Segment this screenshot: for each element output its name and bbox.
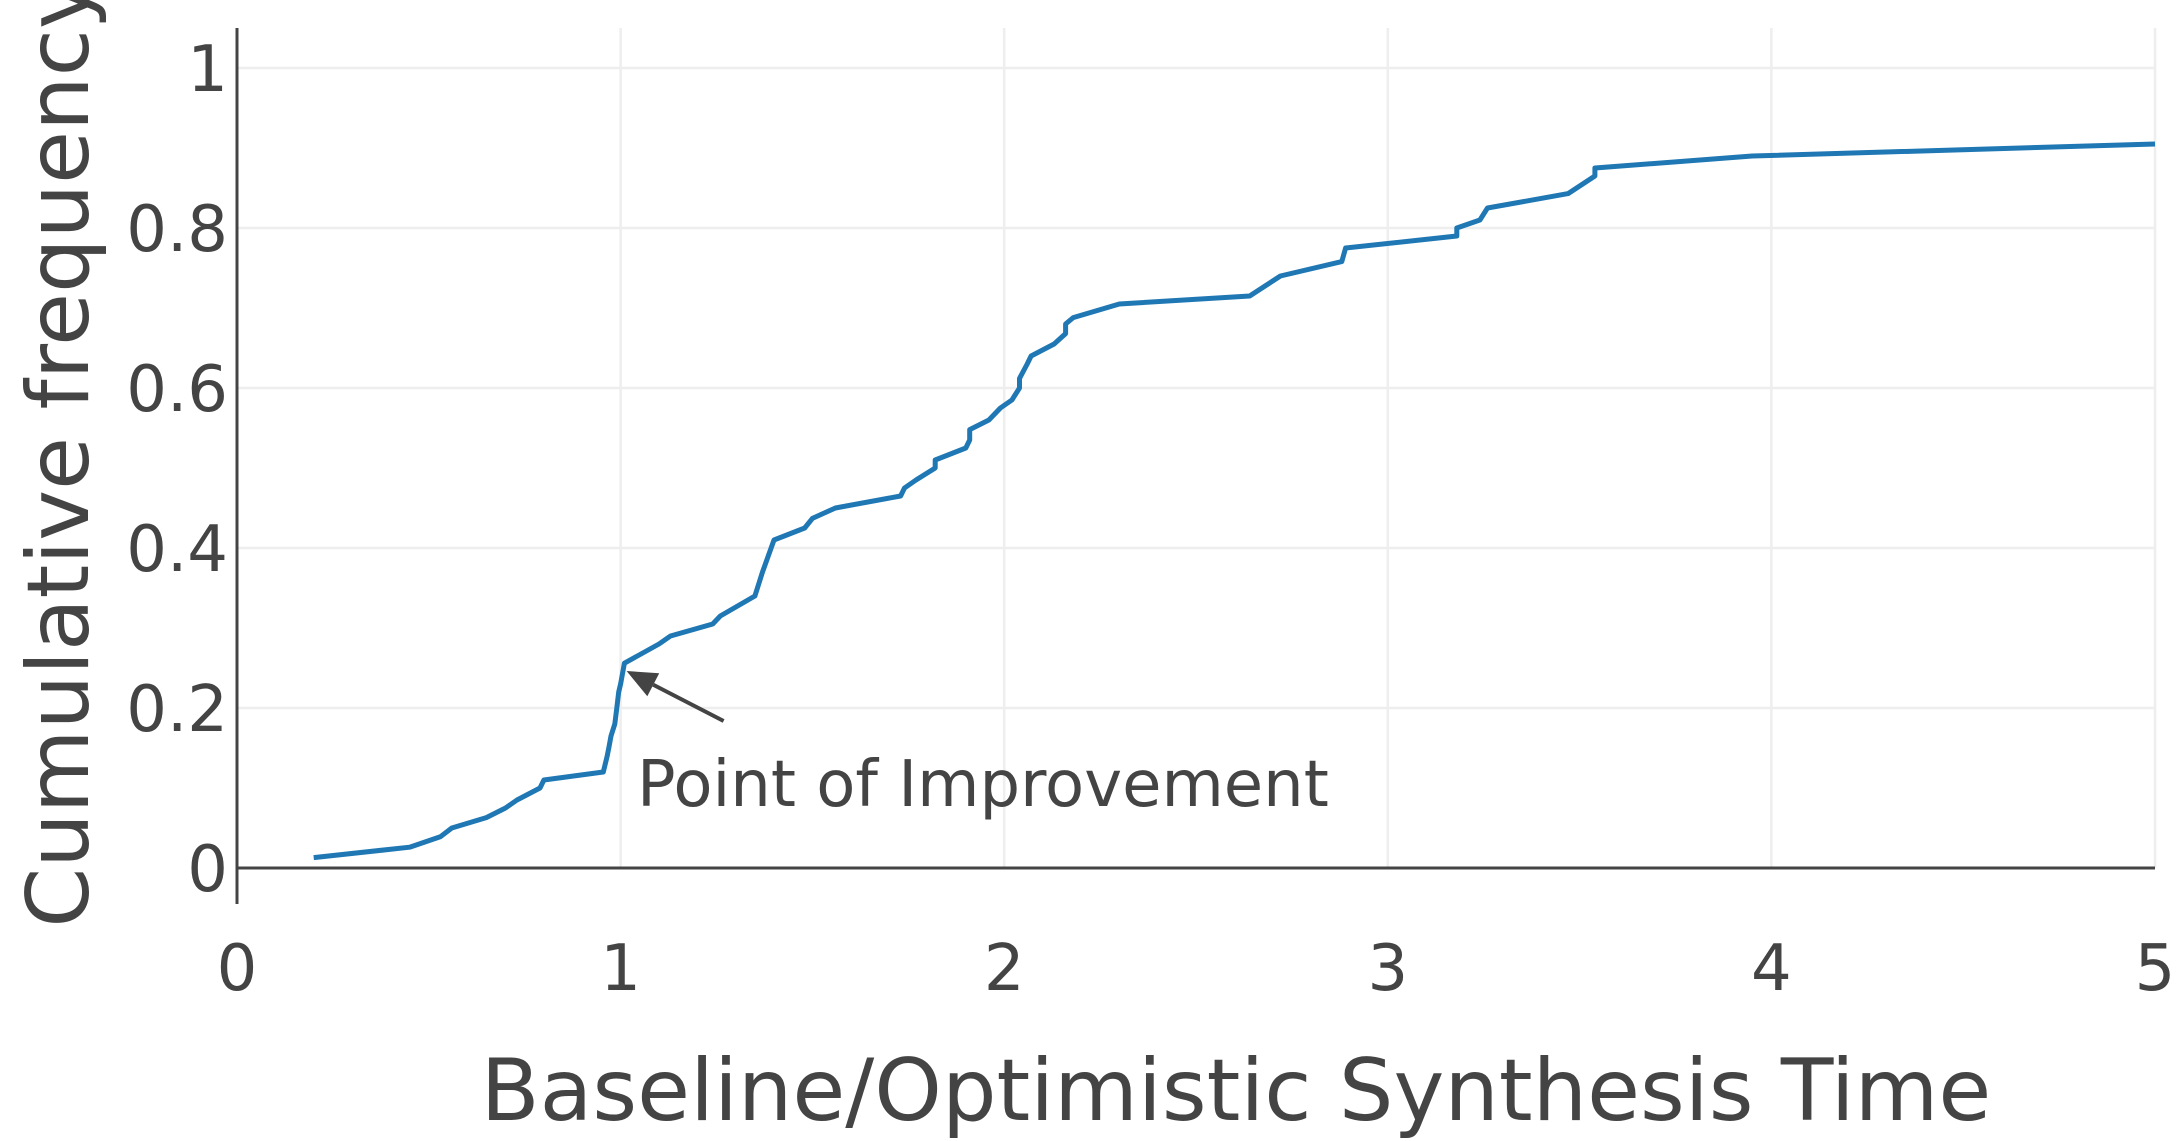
y-tick-label: 0.6 — [126, 353, 228, 427]
grid-lines — [237, 28, 2157, 868]
x-tick-label: 2 — [984, 932, 1025, 1006]
x-axis-title: Baseline/Optimistic Synthesis Time — [481, 1041, 1992, 1141]
y-tick-label: 1 — [187, 33, 228, 107]
x-tick-label: 0 — [217, 932, 258, 1006]
x-tick-label: 1 — [600, 932, 641, 1006]
series-line — [313, 141, 2156, 861]
x-tick-label: 4 — [1751, 932, 1792, 1006]
y-tick-label: 0.2 — [126, 673, 228, 747]
x-tick-label: 3 — [1367, 932, 1408, 1006]
annotation: Point of Improvement — [626, 671, 1329, 822]
y-tick-label: 0.8 — [126, 193, 228, 267]
y-axis-title: Cumulative frequency — [9, 0, 109, 928]
axes — [235, 28, 2155, 904]
annotation-arrow-icon — [626, 671, 660, 697]
y-tick-label: 0.4 — [126, 513, 228, 587]
y-tick-label: 0 — [187, 833, 228, 907]
annotation-arrow-line — [652, 682, 725, 723]
tick-labels: 0 1 2 3 4 5 0 0.2 0.4 0.6 0.8 1 — [126, 33, 2175, 1006]
annotation-text: Point of Improvement — [637, 748, 1329, 822]
x-tick-label: 5 — [2135, 932, 2176, 1006]
